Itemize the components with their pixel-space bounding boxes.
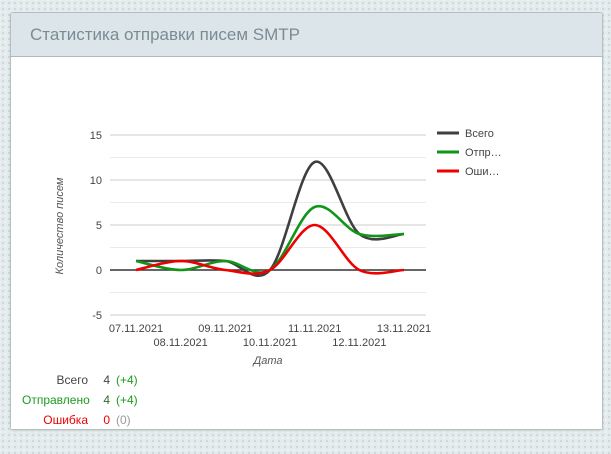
x-tick-label: 12.11.2021 xyxy=(332,337,386,349)
y-tick-label: 15 xyxy=(90,130,102,142)
widget-title: Статистика отправки писем SMTP xyxy=(30,24,300,44)
legend-item-error[interactable]: Оши… xyxy=(437,166,500,178)
summary-value: 4 xyxy=(103,393,110,407)
x-tick-label: 13.11.2021 xyxy=(377,323,431,335)
legend-label-sent: Отпр… xyxy=(465,147,502,159)
widget-body: -5 0 5 10 15 07.11.2021 08.11.2021 09.11.2021 10… xyxy=(11,57,602,429)
smtp-line-chart[interactable]: -5 0 5 10 15 07.11.2021 08.11.2021 09.11.2021 10… xyxy=(50,111,510,376)
y-tick-label: 0 xyxy=(96,265,102,277)
legend-label-total: Всего xyxy=(465,128,494,140)
y-tick-label: 5 xyxy=(96,220,102,232)
y-axis-title: Количество писем xyxy=(54,177,66,274)
summary-label: Всего xyxy=(56,373,88,387)
legend-label-error: Оши… xyxy=(465,166,500,178)
y-tick-label: 10 xyxy=(90,175,102,187)
summary-row-sent: Отправлено 4 (+4) xyxy=(22,393,138,413)
summary-row-total: Всего 4 (+4) xyxy=(22,373,138,393)
series-line-total xyxy=(135,160,405,277)
legend-item-total[interactable]: Всего xyxy=(437,128,494,140)
chart-canvas: -5 0 5 10 15 07.11.2021 08.11.2021 09.11.2021 10… xyxy=(54,128,502,367)
smtp-stats-widget: Статистика отправки писем SMTP -5 0 5 10 15 0… xyxy=(10,12,603,430)
series-line-sent xyxy=(135,204,405,274)
widget-header[interactable]: Статистика отправки писем SMTP xyxy=(11,13,602,57)
summary-delta: (+4) xyxy=(116,393,138,407)
x-tick-label: 09.11.2021 xyxy=(198,323,252,335)
x-axis-title: Дата xyxy=(251,355,282,367)
summary-delta: (+4) xyxy=(116,373,138,387)
summary-delta: (0) xyxy=(116,413,131,427)
summary-table: Всего 4 (+4) Отправлено 4 (+4) Ошибка 0 … xyxy=(22,373,138,433)
x-tick-label: 08.11.2021 xyxy=(154,337,208,349)
series-line-error xyxy=(135,223,405,275)
y-tick-label: -5 xyxy=(92,310,102,322)
summary-label: Ошибка xyxy=(43,413,88,427)
x-tick-label: 07.11.2021 xyxy=(109,323,163,335)
x-tick-label: 10.11.2021 xyxy=(243,337,297,349)
legend-item-sent[interactable]: Отпр… xyxy=(437,147,502,159)
summary-value: 0 xyxy=(103,413,110,427)
summary-label: Отправлено xyxy=(22,393,90,407)
summary-row-error: Ошибка 0 (0) xyxy=(22,413,138,433)
x-tick-label: 11.11.2021 xyxy=(288,323,341,335)
summary-value: 4 xyxy=(103,373,110,387)
